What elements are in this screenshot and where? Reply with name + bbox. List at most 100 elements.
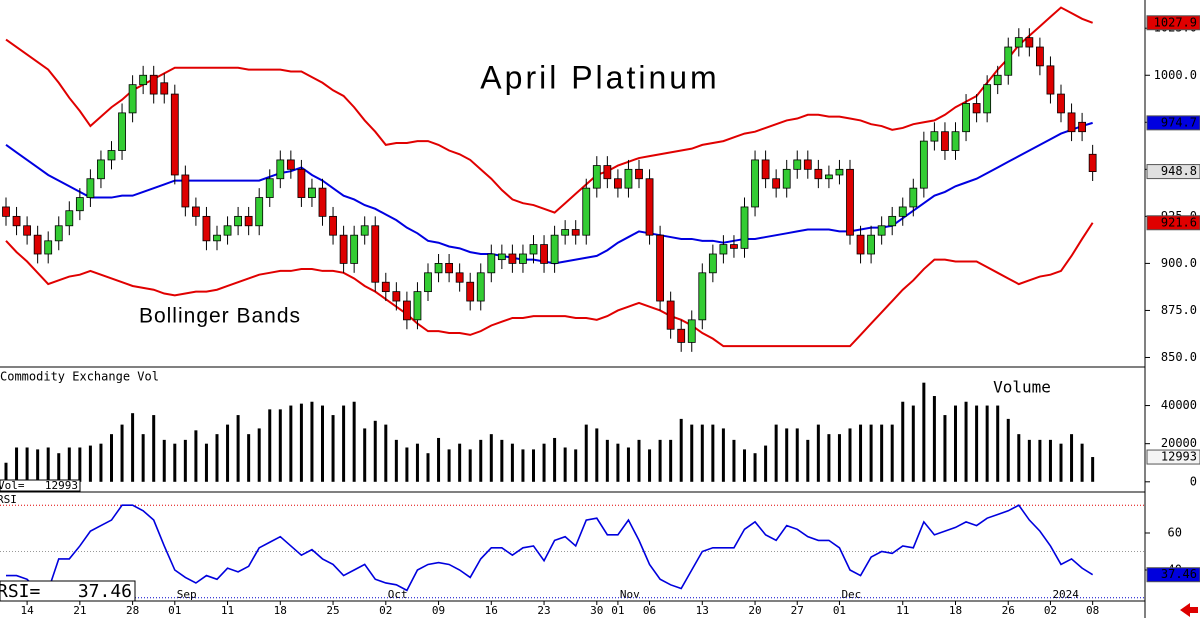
candle-body <box>213 234 221 242</box>
candle-body <box>656 234 664 302</box>
candle-body <box>497 253 506 261</box>
candle-body <box>44 240 53 255</box>
x-tick-label: 08 <box>1086 604 1099 617</box>
candle-body <box>12 215 21 227</box>
candle-body <box>318 187 327 217</box>
candle-body <box>677 328 686 343</box>
candle-body <box>118 112 126 151</box>
volume-bar <box>120 424 124 482</box>
scroll-arrow[interactable] <box>1180 603 1198 617</box>
candle-body <box>825 174 833 180</box>
candle-body <box>666 300 675 330</box>
volume-bar <box>753 453 757 482</box>
volume-bar <box>732 439 736 482</box>
volume-bar <box>468 449 472 482</box>
candle-body <box>223 225 232 236</box>
candle-body <box>234 215 243 227</box>
volume-bar <box>437 437 441 482</box>
candle-body <box>508 253 517 264</box>
volume-bar <box>57 453 61 482</box>
volume-bar <box>67 447 71 482</box>
last-volume-box <box>1146 449 1200 465</box>
candle-body <box>107 150 116 161</box>
x-tick-label: 01 <box>833 604 846 617</box>
candle-body <box>413 291 422 321</box>
candle-body <box>814 168 823 180</box>
x-tick-label: 01 <box>168 604 181 617</box>
candle-body <box>624 168 633 189</box>
volume-bar <box>458 443 462 482</box>
candle-body <box>719 244 728 255</box>
band-last-value-box <box>1146 215 1200 231</box>
candle-body <box>919 140 928 189</box>
candle-body <box>941 131 949 151</box>
candle-body <box>519 253 527 264</box>
volume-bar <box>268 409 272 482</box>
candle-body <box>244 215 253 227</box>
volume-bar <box>236 415 240 482</box>
candle-body <box>561 229 570 236</box>
volume-bar <box>405 447 409 482</box>
candle-body <box>877 225 886 236</box>
y-tick-label: 40000 <box>1161 398 1197 412</box>
panel-title: RSI <box>0 493 17 506</box>
volume-bar <box>247 434 251 482</box>
candle-body <box>803 159 812 170</box>
volume-bar <box>975 405 979 482</box>
candle-body <box>255 197 264 227</box>
candle-body <box>782 168 791 189</box>
x-tick-label: 02 <box>379 604 392 617</box>
candle-body <box>888 215 897 227</box>
candle-body <box>614 178 622 189</box>
volume-bar <box>648 449 652 482</box>
volume-bar <box>764 445 768 482</box>
volume-bar <box>616 443 620 482</box>
volume-bar <box>310 401 314 482</box>
volume-bar <box>922 382 926 482</box>
volume-bar <box>1080 443 1084 482</box>
candle-body <box>793 159 802 170</box>
candle-body <box>265 178 274 198</box>
candle-body <box>339 234 348 264</box>
x-tick-label: 26 <box>1002 604 1015 617</box>
volume-bar <box>669 439 673 482</box>
candle-body <box>1088 153 1097 172</box>
bollinger-band <box>5 222 1094 348</box>
x-tick-label: 06 <box>643 604 656 617</box>
annotation: Bollinger Bands <box>139 305 301 328</box>
volume-bar <box>1006 418 1010 482</box>
volume-bar <box>426 453 430 482</box>
candle-body <box>54 225 63 242</box>
candle-body <box>329 215 337 236</box>
candle-body <box>529 244 538 255</box>
volume-bar <box>890 424 894 482</box>
volume-bar <box>584 424 588 482</box>
x-tick-label: 01 <box>611 604 624 617</box>
candle-body <box>149 74 158 95</box>
candle-body <box>371 225 380 283</box>
volume-bar <box>626 447 630 482</box>
volume-bar <box>415 443 419 482</box>
volume-bar <box>827 434 831 482</box>
x-tick-label: 30 <box>590 604 603 617</box>
candle-body <box>86 178 95 198</box>
volume-bar <box>774 424 778 482</box>
volume-bar <box>532 449 535 482</box>
y-tick-label: 20000 <box>1161 436 1197 450</box>
annotation: Volume <box>993 378 1051 397</box>
candle-body <box>424 272 432 293</box>
candle-body <box>856 234 865 255</box>
volume-bar <box>1038 439 1042 482</box>
volume-bar <box>521 449 525 482</box>
band-last-value: 921.6 <box>1161 215 1197 229</box>
candle-body <box>645 178 654 236</box>
candle-body <box>286 159 295 170</box>
x-tick-label: 11 <box>221 604 234 617</box>
volume-bar <box>4 462 8 482</box>
volume-bar <box>299 403 303 482</box>
volume-bar <box>1070 434 1074 482</box>
candle-body <box>740 206 749 249</box>
volume-bar <box>785 428 789 482</box>
volume-bar <box>943 415 947 482</box>
